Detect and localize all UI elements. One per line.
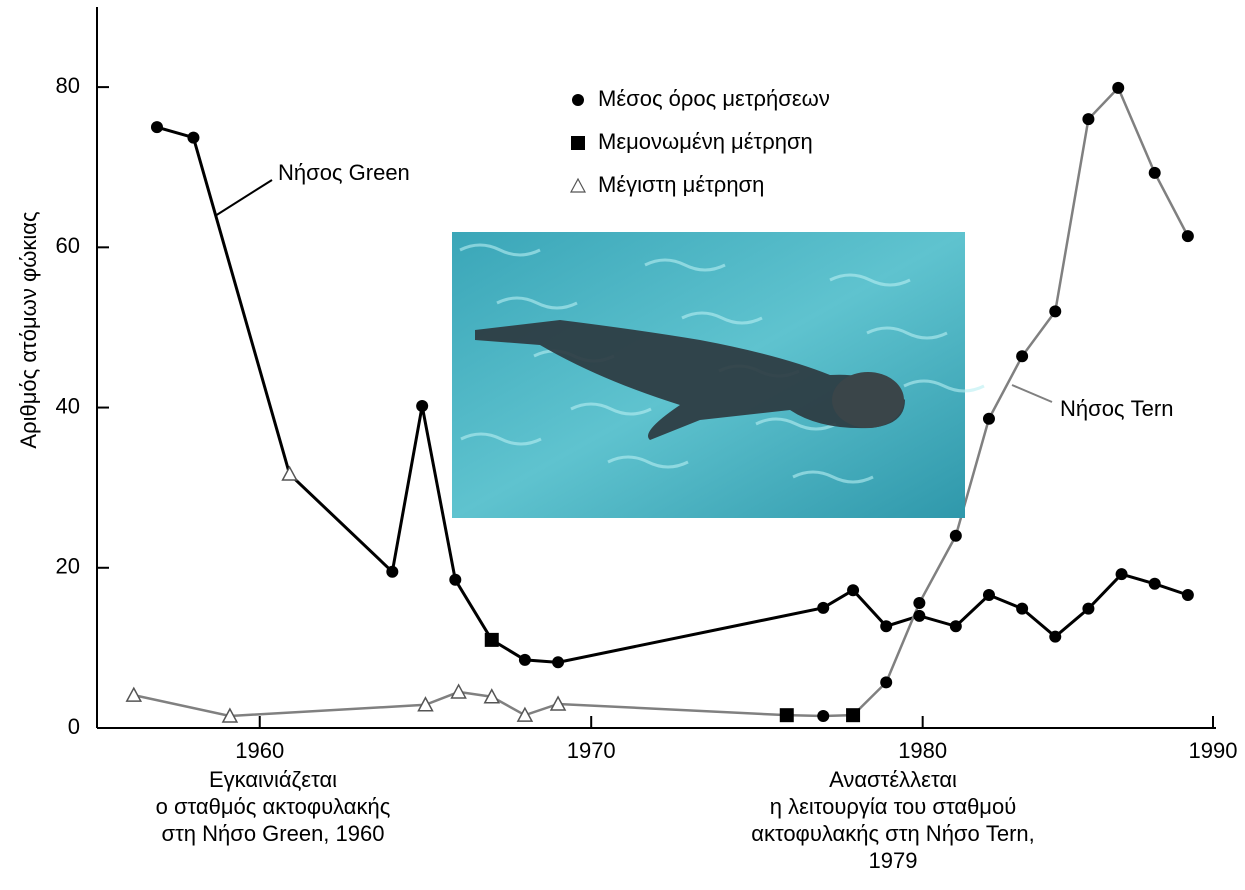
photo-ripple [644, 258, 726, 272]
photo-ripple [903, 379, 985, 393]
series-label: Νήσος Tern [1060, 396, 1173, 421]
y-tick-label: 40 [56, 393, 80, 418]
photo-ripple [459, 243, 541, 257]
data-point [1148, 577, 1161, 590]
photo-seal [475, 320, 905, 440]
data-point [150, 121, 163, 134]
legend-label: Μέγιστη μέτρηση [598, 172, 764, 197]
y-tick-label: 0 [68, 714, 80, 739]
legend-marker [571, 136, 585, 150]
photo-ripple [866, 326, 948, 340]
data-point [779, 708, 794, 723]
photo-ripple [607, 455, 689, 469]
data-point [1148, 166, 1161, 179]
data-point [982, 589, 995, 602]
photo-ripple [755, 417, 837, 431]
photo-ripple [792, 470, 874, 484]
data-point [386, 565, 399, 578]
photo-seal-head [832, 372, 904, 428]
data-point [949, 529, 962, 542]
data-point [416, 399, 429, 412]
data-point [1112, 81, 1125, 94]
x-tick-label: 1990 [1189, 738, 1238, 763]
y-tick-label: 60 [56, 233, 80, 258]
data-point [549, 695, 567, 711]
photo-ripple [460, 432, 542, 446]
data-point [1049, 630, 1062, 643]
legend-label: Μέσος όρος μετρήσεων [598, 86, 830, 111]
data-point [949, 620, 962, 633]
data-point [1082, 602, 1095, 615]
data-point [552, 656, 565, 669]
leader-line [214, 179, 273, 217]
data-point [450, 683, 467, 699]
x-tick-label: 1970 [567, 738, 616, 763]
annotation: στη Νήσο Green, 1960 [162, 821, 385, 846]
photo [452, 232, 985, 518]
series-label: Νήσος Green [278, 160, 410, 185]
legend-marker [569, 177, 587, 193]
data-point [417, 696, 434, 712]
data-point [281, 465, 298, 481]
legend-label: Μεμονωμένη μέτρηση [598, 129, 813, 154]
data-point [846, 708, 861, 723]
photo-ripple [570, 402, 652, 416]
data-point [1049, 305, 1062, 318]
data-point [913, 597, 926, 610]
data-point [484, 632, 499, 647]
annotation: Αναστέλλεται [829, 767, 957, 792]
data-point [516, 706, 534, 722]
photo-ripple [681, 311, 763, 325]
data-point [187, 131, 200, 144]
data-point [1181, 230, 1194, 243]
data-point [483, 688, 501, 704]
data-point [449, 573, 462, 586]
annotation: η λειτουργία του σταθμού [770, 794, 1017, 819]
annotation: ακτοφυλακής στη Νήσο Tern, [751, 821, 1035, 846]
x-tick-label: 1980 [898, 738, 947, 763]
data-point [1181, 589, 1194, 602]
data-point [880, 676, 893, 689]
y-axis-label: Αριθμός ατόμων φώκιας [16, 211, 41, 448]
data-point [1115, 568, 1128, 581]
annotation: 1979 [869, 848, 918, 873]
data-point [880, 620, 893, 633]
series-line [133, 85, 1189, 718]
data-point [817, 709, 830, 722]
data-point [1082, 113, 1095, 126]
data-point [817, 601, 830, 614]
data-point [1016, 602, 1029, 615]
y-tick-label: 20 [56, 554, 80, 579]
photo-ripple [496, 296, 578, 310]
data-point [1016, 350, 1029, 363]
data-point [982, 412, 995, 425]
data-point [221, 707, 239, 723]
annotation: Εγκαινιάζεται [209, 767, 337, 792]
data-point [518, 653, 531, 666]
data-point [847, 584, 860, 597]
legend-marker [572, 94, 584, 106]
data-point [125, 686, 143, 702]
leader-line [1011, 384, 1053, 403]
y-tick-label: 80 [56, 73, 80, 98]
data-point [913, 609, 926, 622]
x-tick-label: 1960 [235, 738, 284, 763]
annotation: ο σταθμός ακτοφυλακής [156, 794, 391, 819]
photo-ripple [829, 273, 911, 287]
